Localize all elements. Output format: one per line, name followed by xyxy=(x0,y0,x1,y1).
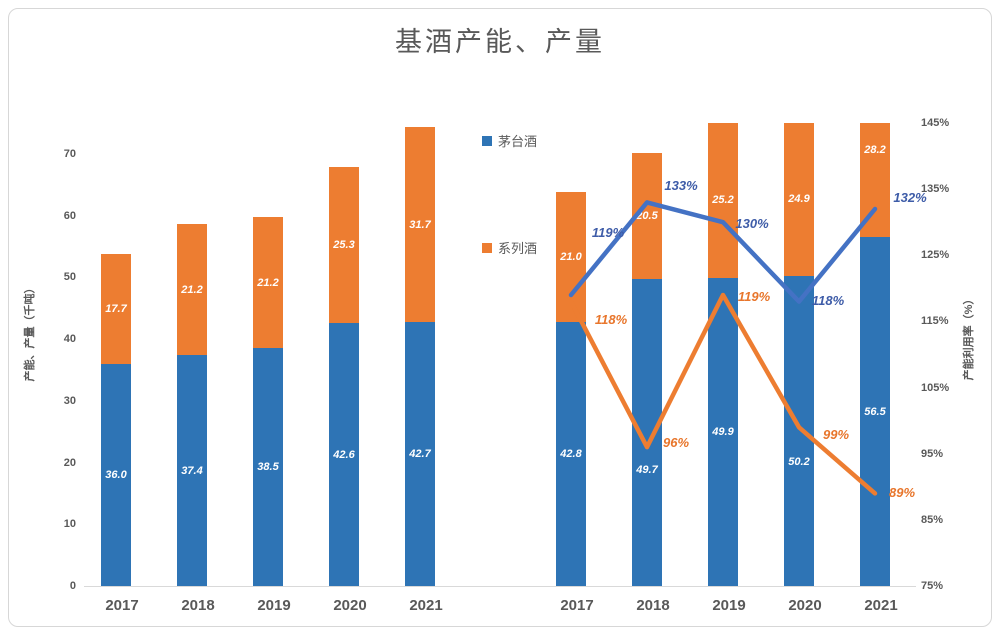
x-axis-year-label: 2017 xyxy=(105,597,139,614)
axis-baseline xyxy=(84,586,916,587)
legend-swatch-series-icon xyxy=(482,242,492,253)
y-axis-tick-label: 70 xyxy=(63,147,76,160)
bar-value-label: 42.7 xyxy=(409,448,431,461)
bar-segment-series[interactable] xyxy=(101,254,131,364)
bar-value-label: 36.0 xyxy=(105,468,127,481)
y2-axis-tick-label: 95% xyxy=(921,447,944,460)
y2-axis-tick-label: 105% xyxy=(921,381,950,394)
x-axis-year-label: 2019 xyxy=(712,597,746,614)
legend-label-moutai: 茅台酒 xyxy=(498,134,538,149)
legend-item-moutai[interactable]: 茅台酒 xyxy=(482,131,537,150)
x-axis-year-label: 2018 xyxy=(181,597,215,614)
bar-value-label: 56.5 xyxy=(864,405,886,418)
bar-value-label: 37.4 xyxy=(181,464,203,477)
bar-segment-moutai[interactable] xyxy=(101,363,131,586)
bar-value-label: 24.9 xyxy=(788,193,810,206)
x-axis-year-label: 2018 xyxy=(636,597,670,614)
x-axis-year-label: 2019 xyxy=(257,597,291,614)
y2-axis-tick-label: 145% xyxy=(921,117,950,129)
bar-value-label: 49.7 xyxy=(636,463,658,476)
y2-axis-tick-label: 115% xyxy=(921,315,949,328)
y-axis-tick-label: 40 xyxy=(63,333,76,346)
line-value-label: 130% xyxy=(735,216,769,232)
y-axis-tick-label: 60 xyxy=(63,209,76,222)
line-value-label: 119% xyxy=(737,288,771,304)
bar-segment-series[interactable] xyxy=(405,126,435,323)
y2-axis-tick-label: 85% xyxy=(921,513,944,526)
line-value-label: 118% xyxy=(594,311,628,327)
x-axis-year-label: 2020 xyxy=(788,597,822,614)
bar-value-label: 17.7 xyxy=(105,303,127,316)
bar-value-label: 49.9 xyxy=(712,425,734,438)
bar-value-label: 25.2 xyxy=(712,194,734,207)
bar-segment-series[interactable] xyxy=(253,217,283,349)
x-axis-year-label: 2020 xyxy=(333,597,367,614)
line-value-label: 99% xyxy=(822,427,850,443)
line-value-label: 119% xyxy=(591,224,625,240)
x-axis-year-label: 2017 xyxy=(560,597,594,614)
y-axis-tick-label: 50 xyxy=(63,271,76,284)
bar-value-label: 25.3 xyxy=(333,238,355,251)
right-axis-title: 产能利用率（%） xyxy=(963,293,975,381)
bar-segment-series[interactable] xyxy=(329,166,359,323)
bar-segment-moutai[interactable] xyxy=(177,355,207,586)
line-value-label: 89% xyxy=(888,485,916,501)
bar-value-label: 42.8 xyxy=(560,447,582,460)
bar-value-label: 28.2 xyxy=(864,144,886,157)
bar-value-label: 38.5 xyxy=(257,461,279,474)
bar-value-label: 50.2 xyxy=(788,456,810,469)
bar-segment-series[interactable] xyxy=(860,123,890,238)
x-axis-year-label: 2021 xyxy=(864,597,898,614)
bar-segment-moutai[interactable] xyxy=(329,323,359,586)
bar-value-label: 21.2 xyxy=(257,276,279,289)
chart-border xyxy=(8,8,992,627)
bar-value-label: 21.0 xyxy=(560,250,582,263)
y-axis-tick-label: 10 xyxy=(63,518,76,531)
y-axis-tick-label: 20 xyxy=(63,456,76,469)
bar-value-label: 20.5 xyxy=(636,209,658,222)
line-value-label: 118% xyxy=(811,292,845,308)
line-value-label: 96% xyxy=(662,435,690,451)
bar-segment-moutai[interactable] xyxy=(405,322,435,586)
bar-segment-series[interactable] xyxy=(177,224,207,356)
x-axis-year-label: 2021 xyxy=(409,597,443,614)
bar-value-label: 21.2 xyxy=(181,283,203,296)
y-axis-tick-label: 0 xyxy=(69,580,76,592)
y2-axis-tick-label: 75% xyxy=(921,580,944,592)
legend-swatch-moutai-icon xyxy=(482,135,492,146)
bar-value-label: 42.6 xyxy=(333,448,355,461)
line-value-label: 132% xyxy=(893,189,927,205)
line-value-label: 133% xyxy=(664,178,698,194)
bar-value-label: 31.7 xyxy=(409,218,431,231)
legend-label-series: 系列酒 xyxy=(498,241,538,256)
y2-axis-tick-label: 135% xyxy=(921,183,950,196)
bar-segment-moutai[interactable] xyxy=(253,348,283,586)
chart-title: 基酒产能、产量 xyxy=(395,27,605,57)
legend-item-series[interactable]: 系列酒 xyxy=(482,238,537,257)
y2-axis-tick-label: 125% xyxy=(921,249,950,262)
y-axis-tick-label: 30 xyxy=(63,394,76,407)
